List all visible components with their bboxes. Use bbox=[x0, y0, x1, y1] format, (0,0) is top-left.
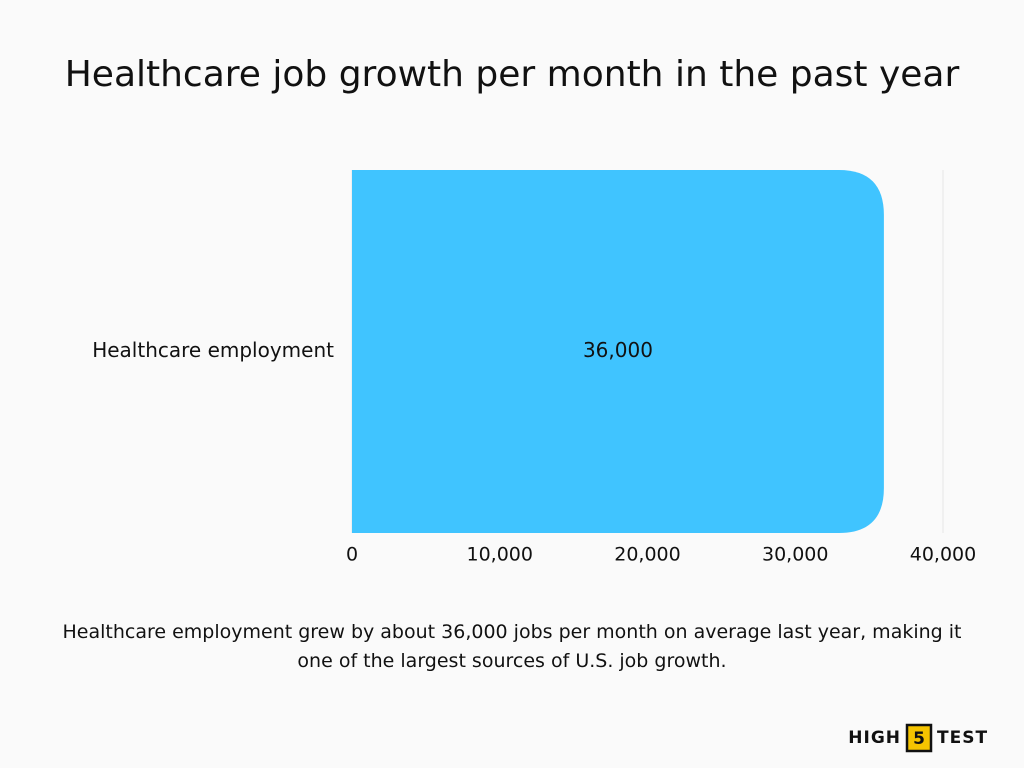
caption: Healthcare employment grew by about 36,0… bbox=[62, 621, 962, 672]
logo-box bbox=[905, 723, 933, 753]
bar bbox=[352, 170, 884, 533]
chart-title: Healthcare job growth per month in the p… bbox=[65, 54, 960, 95]
logo-text: TEST bbox=[937, 728, 988, 748]
logo-text: 5 bbox=[913, 729, 925, 749]
x-tick-label: 0 bbox=[346, 544, 358, 566]
x-tick-label: 10,000 bbox=[467, 544, 533, 566]
y-tick-label: Healthcare employment bbox=[92, 338, 334, 362]
x-tick-label: 40,000 bbox=[910, 544, 976, 566]
logo: HIGH 5 TEST bbox=[848, 723, 988, 753]
value-label: 36,000 bbox=[583, 338, 653, 362]
x-tick-label: 30,000 bbox=[762, 544, 828, 566]
logo-text: HIGH bbox=[848, 728, 901, 748]
x-tick-label: 20,000 bbox=[614, 544, 680, 566]
plot-area: 36,000 bbox=[352, 170, 884, 533]
